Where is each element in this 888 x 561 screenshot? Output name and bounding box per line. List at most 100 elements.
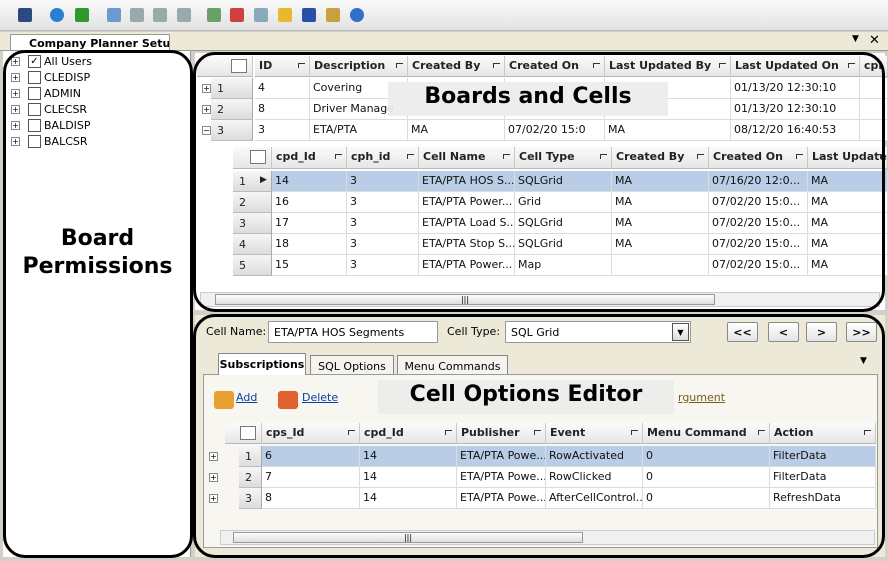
grid-cell[interactable]: ETA/PTA HOS S...	[419, 171, 515, 192]
column-chooser[interactable]	[240, 426, 256, 440]
tab-menu-arrow[interactable]: ▼	[860, 356, 867, 366]
row-expander[interactable]: +	[202, 84, 211, 93]
grid-cell[interactable]: ETA/PTA Power...	[419, 255, 515, 276]
row-header[interactable]: 3✎	[239, 488, 262, 509]
pin-icon[interactable]	[600, 154, 607, 159]
column-header[interactable]: Created On	[709, 147, 808, 169]
grid-cell[interactable]: ETA/PTA Power...	[419, 192, 515, 213]
column-header[interactable]: cph_id	[347, 147, 419, 169]
pin-icon[interactable]	[848, 63, 855, 68]
grid-cell[interactable]: AfterCellControl...	[546, 488, 643, 509]
grid-cell[interactable]: 3	[347, 213, 419, 234]
checkbox[interactable]	[28, 71, 41, 84]
grid-cell[interactable]: 14	[272, 171, 347, 192]
grid-cell[interactable]: 3	[347, 234, 419, 255]
column-header[interactable]: Last Updated By	[605, 56, 731, 77]
tree-item[interactable]: CLECSR	[44, 103, 88, 116]
grid-cell[interactable]: 3	[347, 171, 419, 192]
exit-button[interactable]	[18, 8, 32, 22]
tree-item[interactable]: CLEDISP	[44, 71, 91, 84]
row-header[interactable]: 1 ▶	[233, 171, 272, 192]
action-link[interactable]: rgument	[678, 391, 726, 404]
row-expander[interactable]: +	[209, 473, 218, 482]
close-button[interactable]: ✕	[869, 33, 880, 48]
row-header[interactable]: 3	[211, 120, 253, 141]
grid-cell[interactable]: MA	[808, 171, 888, 192]
grid-cell[interactable]: FilterData	[770, 467, 876, 488]
pin-icon[interactable]	[719, 63, 726, 68]
globe-button[interactable]	[50, 8, 64, 22]
grid-cell[interactable]: Map	[515, 255, 612, 276]
grid-cell[interactable]: 14	[360, 446, 457, 467]
row-expander[interactable]: +	[202, 105, 211, 114]
tab[interactable]: Company Planner Setup	[10, 34, 170, 50]
pin-icon[interactable]	[407, 154, 414, 159]
expander[interactable]: +	[11, 73, 20, 82]
grid-cell[interactable]: 01/13/20 12:30:10	[731, 78, 860, 99]
pin-icon[interactable]	[631, 430, 638, 435]
grid-cell[interactable]: MA	[808, 255, 888, 276]
grid-cell[interactable]: ETA/PTA	[310, 120, 408, 141]
pin-icon[interactable]	[758, 430, 765, 435]
grid-cell[interactable]: 7	[262, 467, 360, 488]
expander[interactable]: +	[11, 105, 20, 114]
grid-cell[interactable]: 15	[272, 255, 347, 276]
nav-button[interactable]: <<	[727, 322, 758, 342]
nav-button[interactable]: >	[806, 322, 837, 342]
grid-cell[interactable]: 07/02/20 15:0...	[709, 213, 808, 234]
column-header[interactable]: Event	[546, 423, 643, 444]
grid-cell[interactable]	[860, 78, 888, 99]
expander[interactable]: +	[11, 121, 20, 130]
pin-icon[interactable]	[348, 430, 355, 435]
row-header[interactable]: 2	[233, 192, 272, 213]
grid-cell[interactable]: 07/02/20 15:0...	[709, 255, 808, 276]
grid-cell[interactable]: Driver Manage	[310, 99, 408, 120]
help-button[interactable]	[350, 8, 364, 22]
grid-cell[interactable]	[860, 120, 888, 141]
column-header[interactable]: Description	[310, 56, 408, 77]
tree-item[interactable]: BALCSR	[44, 135, 88, 148]
nav-button[interactable]: <	[768, 322, 799, 342]
delete-grid-button[interactable]	[230, 8, 244, 22]
grid-cell[interactable]: FilterData	[770, 446, 876, 467]
expander[interactable]: +	[11, 89, 20, 98]
pin-icon[interactable]	[593, 63, 600, 68]
column-header[interactable]: cpd_Id	[360, 423, 457, 444]
column-chooser[interactable]	[250, 150, 266, 164]
dropdown-arrow[interactable]: ▼	[852, 34, 859, 44]
grid-cell[interactable]: ETA/PTA Stop S...	[419, 234, 515, 255]
grid-cell[interactable]: MA	[612, 213, 709, 234]
delete-icon[interactable]	[278, 391, 298, 409]
pin-icon[interactable]	[796, 154, 803, 159]
pin-icon[interactable]	[697, 154, 704, 159]
grid-cell[interactable]: 4	[255, 78, 310, 99]
column-chooser[interactable]	[231, 59, 247, 73]
column-header[interactable]: Created By	[612, 147, 709, 169]
row-expander[interactable]: +	[209, 452, 218, 461]
grid-cell[interactable]	[860, 99, 888, 120]
save-button[interactable]	[302, 8, 316, 22]
column-header[interactable]: Cell Type	[515, 147, 612, 169]
column-header[interactable]: Cell Name	[419, 147, 515, 169]
grid-button[interactable]	[254, 8, 268, 22]
grid-cell[interactable]: 0	[643, 467, 770, 488]
grid-cell[interactable]: ETA/PTA Powe...	[457, 446, 546, 467]
pin-icon[interactable]	[445, 430, 452, 435]
tree-item[interactable]: ADMIN	[44, 87, 81, 100]
grid-cell[interactable]: 3	[347, 255, 419, 276]
column-header[interactable]: ID	[255, 56, 310, 77]
row-header[interactable]: 1✎	[239, 446, 262, 467]
row-header[interactable]: 4	[233, 234, 272, 255]
scroll-thumb[interactable]: |||	[215, 294, 715, 305]
grid-cell[interactable]: 18	[272, 234, 347, 255]
editor-tab[interactable]: SQL Options	[310, 355, 394, 374]
nav-button[interactable]: >>	[846, 322, 877, 342]
grid-cell[interactable]: SQLGrid	[515, 234, 612, 255]
action-link[interactable]: Delete	[302, 391, 339, 404]
grid-cell[interactable]: 17	[272, 213, 347, 234]
grid-cell[interactable]: ETA/PTA Load S...	[419, 213, 515, 234]
column-header[interactable]: cpd_Id	[272, 147, 347, 169]
grid-cell[interactable]: 16	[272, 192, 347, 213]
expander[interactable]: +	[11, 57, 20, 66]
cell-name-input[interactable]: ETA/PTA HOS Segments	[268, 321, 438, 343]
